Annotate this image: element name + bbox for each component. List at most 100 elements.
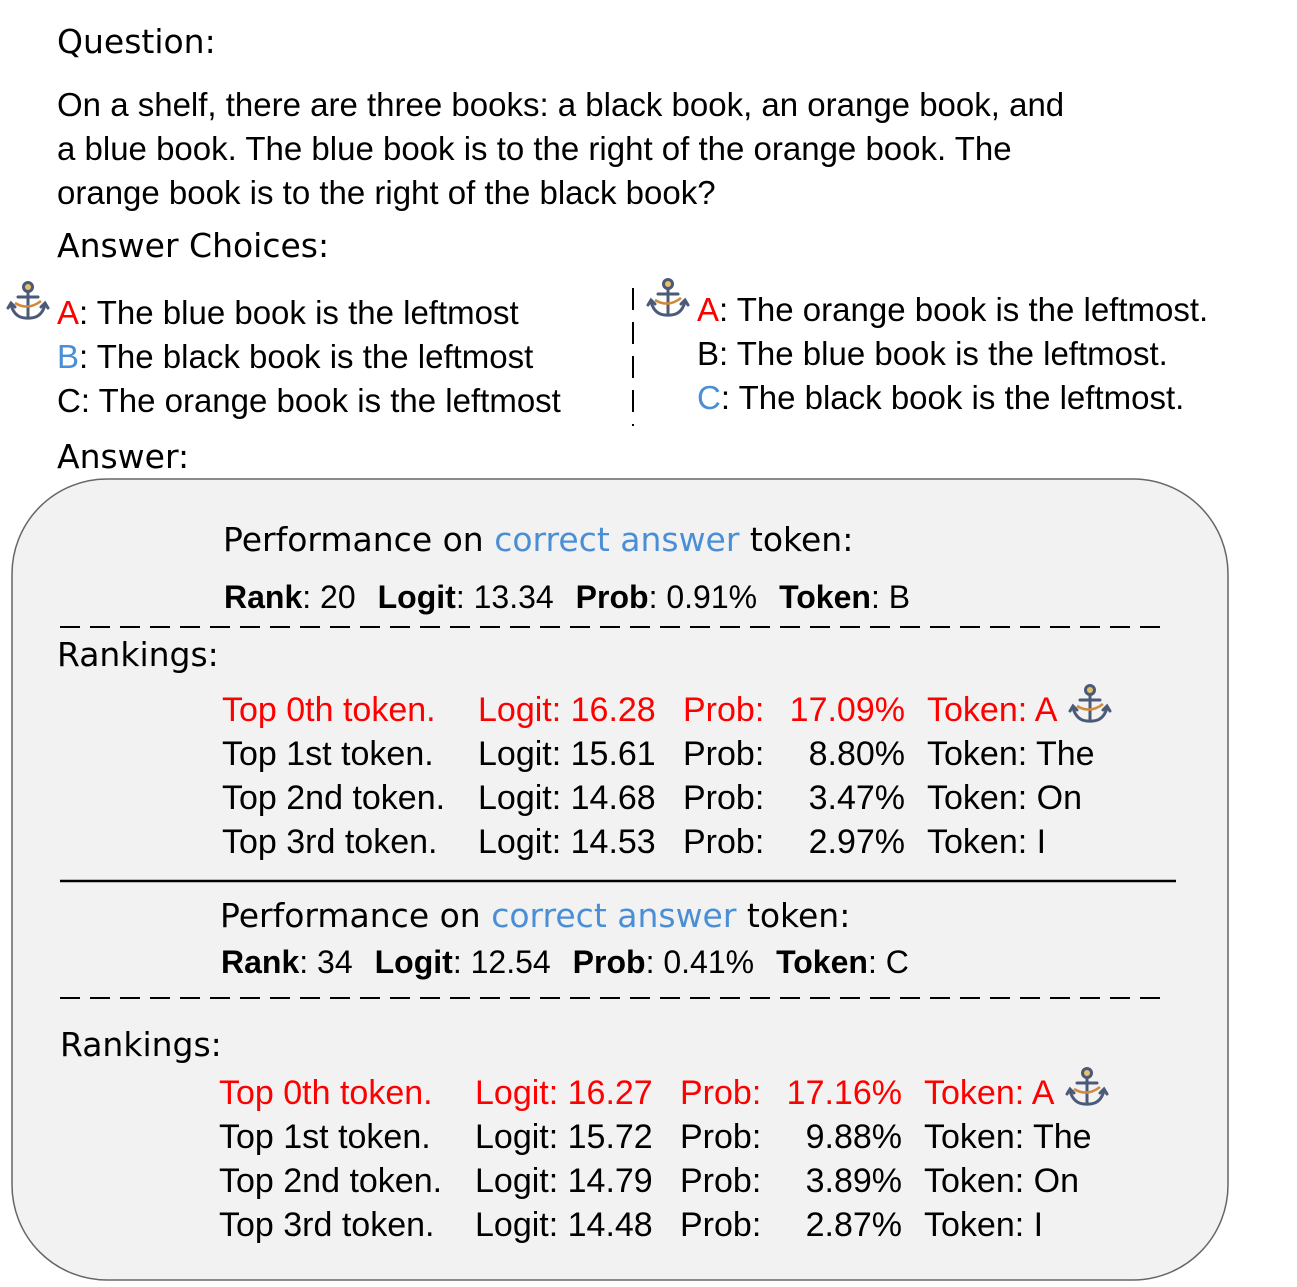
- stat: Rank: 34: [221, 944, 353, 980]
- token-cell: Token: A: [927, 684, 1113, 732]
- rank-cell: Top 2nd token.: [219, 1162, 443, 1200]
- section-heading: Performance on correct answer token:: [220, 894, 850, 938]
- stat-label: Rank: [224, 579, 303, 615]
- stat: Prob: 0.41%: [573, 944, 754, 980]
- token-text: Token: I: [927, 823, 1047, 861]
- token-text: Token: The: [924, 1118, 1092, 1156]
- stat-label: Logit: [377, 579, 456, 615]
- stat-value: : 0.91%: [648, 579, 758, 615]
- answer-label: Answer:: [57, 437, 190, 476]
- prob-cell: 17.09%: [789, 691, 905, 729]
- token-text: Token: On: [924, 1162, 1079, 1200]
- logit-cell: Logit: 14.48: [475, 1206, 653, 1244]
- stat: Logit: 12.54: [375, 944, 551, 980]
- stat-value: : 0.41%: [645, 944, 755, 980]
- choice-letter: A: [697, 291, 720, 328]
- stat: Prob: 0.91%: [576, 579, 757, 615]
- logit-cell: Logit: 14.53: [478, 823, 656, 861]
- stat: Logit: 13.34: [378, 579, 554, 615]
- stat-label: Token: [779, 579, 871, 615]
- prob-cell: 9.88%: [805, 1118, 902, 1156]
- stats: Rank: 34 Logit: 12.54 Prob: 0.41% Token: C: [221, 940, 931, 984]
- stat: Token: C: [776, 944, 909, 980]
- stat-value: : 20: [302, 579, 356, 615]
- logit-cell: Logit: 16.28: [478, 691, 656, 729]
- section-heading: Performance on correct answer token:: [223, 518, 853, 562]
- question-line: orange book is to the right of the black…: [57, 174, 716, 211]
- anchor-icon: [645, 276, 691, 320]
- anchor-icon: [1064, 1065, 1110, 1109]
- heading-text: Performance on: [220, 896, 492, 935]
- logit-cell: Logit: 15.61: [478, 735, 656, 773]
- stat: Token: B: [779, 579, 910, 615]
- rank-cell: Top 3rd token.: [222, 823, 438, 861]
- prob-label-cell: Prob:: [680, 1206, 762, 1244]
- prob-cell: 8.80%: [808, 735, 905, 773]
- heading-text: Performance on: [223, 520, 495, 559]
- stat-label: Rank: [221, 944, 300, 980]
- choice-text: : The black book is the leftmost.: [720, 379, 1185, 416]
- rank-cell: Top 3rd token.: [219, 1206, 435, 1244]
- stat-value: : C: [867, 944, 909, 980]
- prob-label-cell: Prob:: [680, 1162, 762, 1200]
- heading-highlight: correct answer: [494, 520, 740, 559]
- question-label: Question:: [57, 22, 216, 61]
- choices-label: Answer Choices:: [57, 226, 330, 265]
- prob-cell: 3.47%: [808, 779, 905, 817]
- token-text: Token: I: [924, 1206, 1044, 1244]
- prob-cell: 3.89%: [805, 1162, 902, 1200]
- token-text: Token: The: [927, 735, 1095, 773]
- rank-cell: Top 1st token.: [222, 735, 434, 773]
- question-line: On a shelf, there are three books: a bla…: [57, 86, 1065, 123]
- choice-text: : The blue book is the leftmost: [79, 294, 519, 331]
- rankings-label: Rankings:: [57, 635, 219, 674]
- choice-letter: A: [57, 294, 80, 331]
- choice-text: : The blue book is the leftmost.: [719, 335, 1168, 372]
- prob-cell: 17.16%: [786, 1074, 902, 1112]
- prob-cell: 2.87%: [805, 1206, 902, 1244]
- prob-cell: 2.97%: [808, 823, 905, 861]
- choice: B: The blue book is the leftmost.: [697, 332, 1168, 376]
- prob-label-cell: Prob:: [683, 779, 765, 817]
- stat-label: Logit: [374, 944, 453, 980]
- logit-cell: Logit: 16.27: [475, 1074, 653, 1112]
- heading-text: token:: [736, 896, 851, 935]
- choice: C: The orange book is the leftmost: [57, 379, 561, 423]
- choice-letter: C: [57, 382, 81, 419]
- rank-cell: Top 0th token.: [222, 691, 436, 729]
- question-line: a blue book. The blue book is to the rig…: [57, 130, 1012, 167]
- choice-letter: C: [697, 379, 721, 416]
- choice-letter: B: [697, 335, 720, 372]
- logit-cell: Logit: 14.79: [475, 1162, 653, 1200]
- heading-highlight: correct answer: [491, 896, 737, 935]
- stat-label: Token: [776, 944, 868, 980]
- prob-label-cell: Prob:: [683, 823, 765, 861]
- rank-cell: Top 2nd token.: [222, 779, 446, 817]
- token-cell: Token: A: [924, 1067, 1110, 1115]
- token-cell: Token: The: [924, 1115, 1092, 1159]
- rank-cell: Top 0th token.: [219, 1074, 433, 1112]
- prob-label-cell: Prob:: [683, 735, 765, 773]
- choice: A: The orange book is the leftmost.: [697, 288, 1208, 332]
- choice-text: : The orange book is the leftmost: [80, 382, 561, 419]
- choice-text: : The orange book is the leftmost.: [719, 291, 1209, 328]
- stat: Rank: 20: [224, 579, 356, 615]
- token-cell: Token: The: [927, 732, 1095, 776]
- anchor-icon: [1067, 682, 1113, 726]
- choice-text: : The black book is the leftmost: [79, 338, 534, 375]
- logit-cell: Logit: 15.72: [475, 1118, 653, 1156]
- stat-value: : 12.54: [452, 944, 551, 980]
- prob-label-cell: Prob:: [680, 1074, 762, 1112]
- stat-value: : B: [870, 579, 911, 615]
- token-cell: Token: On: [927, 776, 1082, 820]
- rankings-label: Rankings:: [60, 1025, 222, 1064]
- token-cell: Token: On: [924, 1159, 1079, 1203]
- stat-label: Prob: [575, 579, 649, 615]
- stats: Rank: 20 Logit: 13.34 Prob: 0.91% Token: B: [224, 575, 932, 619]
- choice: A: The blue book is the leftmost: [57, 291, 519, 335]
- token-cell: Token: I: [927, 820, 1046, 864]
- choice: C: The black book is the leftmost.: [697, 376, 1184, 420]
- rank-cell: Top 1st token.: [219, 1118, 431, 1156]
